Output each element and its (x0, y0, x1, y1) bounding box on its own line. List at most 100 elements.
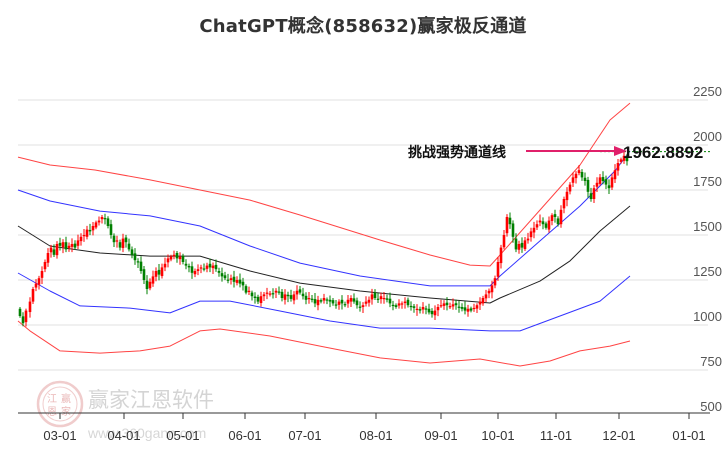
candle-body (196, 269, 200, 271)
candle-body (82, 235, 86, 237)
candle-body (523, 240, 527, 250)
candle-body (172, 254, 176, 257)
watermark-url: www.360gann.com (87, 425, 206, 441)
x-tick-label: 01-01 (672, 428, 705, 443)
candle-body (463, 307, 467, 311)
candle-body (586, 179, 590, 192)
x-tick-label: 06-01 (228, 428, 261, 443)
candle-body (115, 240, 119, 242)
candle-body (160, 267, 164, 277)
candle-body (334, 304, 338, 306)
candle-body (124, 237, 128, 243)
channel-bands (17, 102, 631, 367)
candle-body (502, 235, 506, 248)
candle-body (145, 280, 149, 289)
candle-body (460, 307, 464, 309)
chart-title: ChatGPT概念(858632)赢家极反通道 (199, 16, 527, 37)
candle-body (295, 290, 299, 295)
candle-body (571, 177, 575, 183)
candle-body (343, 304, 347, 306)
candle-body (24, 310, 28, 323)
candle-body (277, 291, 281, 293)
candle-body (313, 299, 317, 304)
candle-body (520, 242, 524, 248)
candle-body (106, 218, 110, 226)
candle-body (319, 300, 323, 302)
candle-body (547, 220, 551, 230)
candle-body (268, 293, 272, 295)
annotation-label: 挑战强势通道线 (408, 144, 506, 161)
candle-body (352, 298, 356, 302)
candle-body (214, 264, 218, 270)
candle-body (163, 263, 167, 268)
candle-body (538, 220, 542, 223)
candle-body (619, 159, 623, 162)
candle-body (289, 295, 293, 299)
candle-body (322, 298, 326, 301)
candle-body (349, 298, 353, 302)
candle-body (211, 265, 215, 269)
candle-body (208, 263, 212, 268)
candle-body (58, 242, 62, 246)
candle-body (139, 261, 143, 271)
candle-body (274, 290, 278, 293)
candle-body (85, 229, 89, 237)
candle-body (454, 303, 458, 306)
candle-body (439, 305, 443, 307)
candle-body (436, 307, 440, 311)
candle-body (223, 275, 227, 279)
candle-body (553, 214, 557, 217)
candle-body (328, 299, 332, 302)
candle-body (544, 223, 548, 228)
candle-body (418, 309, 422, 311)
candle-body (625, 155, 629, 162)
watermark: 江 赢 恩 家 赢家江恩软件 www.360gann.com (36, 380, 214, 441)
x-tick-label: 05-01 (166, 428, 199, 443)
candle-body (337, 301, 341, 305)
candle-body (304, 295, 308, 300)
candle-body (148, 281, 152, 289)
x-tick-label: 04-01 (107, 428, 140, 443)
candle-body (250, 292, 254, 297)
candle-body (316, 299, 320, 306)
candle-body (247, 290, 251, 292)
candle-body (400, 303, 404, 305)
candle-body (475, 305, 479, 309)
candle-body (616, 163, 620, 171)
candle-body (310, 298, 314, 300)
candle-body (70, 244, 74, 247)
candle-body (382, 298, 386, 300)
candle-body (244, 286, 248, 293)
candle-body (559, 209, 563, 225)
band-lower-inner (17, 272, 631, 332)
candle-body (457, 306, 461, 308)
candle-body (364, 301, 368, 304)
candle-body (613, 170, 617, 180)
candle-body (361, 305, 365, 307)
candle-body (109, 224, 113, 235)
candle-body (28, 301, 32, 313)
candle-body (142, 269, 146, 280)
candle-body (283, 294, 287, 300)
candle-body (169, 256, 173, 260)
candle-body (535, 224, 539, 228)
candle-body (568, 184, 572, 192)
candle-body (394, 305, 398, 307)
candle-body (421, 307, 425, 310)
candle-body (388, 298, 392, 304)
candle-body (136, 261, 140, 263)
candle-body (61, 242, 65, 248)
candle-body (166, 258, 170, 263)
candle-body (235, 280, 239, 283)
y-tick-label: 1750 (693, 174, 722, 189)
candle-body (430, 310, 434, 315)
x-tick-label: 12-01 (602, 428, 635, 443)
candle-body (52, 249, 56, 255)
candle-body (406, 299, 410, 306)
candle-body (217, 271, 221, 273)
candle-body (199, 267, 203, 269)
candle-body (346, 299, 350, 304)
candle-body (505, 217, 509, 234)
candle-body (466, 308, 470, 312)
candle-body (40, 271, 44, 278)
